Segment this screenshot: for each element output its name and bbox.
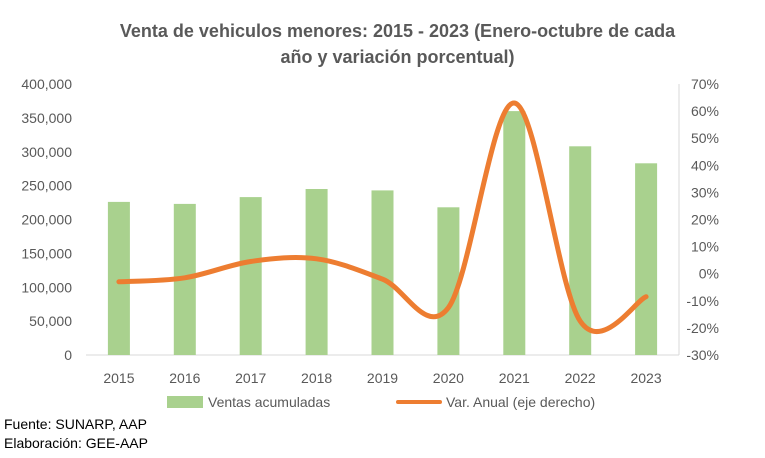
bar-2019 — [371, 190, 394, 355]
right-axis-tick: 70% — [691, 76, 719, 92]
bar-2023 — [635, 163, 658, 355]
legend-swatch-bars — [167, 396, 203, 408]
elaboration-note: Elaboración: GEE-AAP — [4, 435, 148, 451]
left-axis-tick: 50,000 — [29, 313, 72, 329]
left-axis-tick: 350,000 — [21, 110, 72, 126]
right-axis-tick: -30% — [686, 347, 719, 363]
bar-series — [107, 111, 658, 355]
x-axis-tick: 2019 — [367, 370, 398, 386]
legend-label-line: Var. Anual (eje derecho) — [446, 394, 595, 410]
bar-2020 — [437, 207, 460, 355]
bar-2017 — [239, 197, 262, 355]
left-axis-tick: 200,000 — [21, 212, 72, 228]
left-axis-tick: 400,000 — [21, 76, 72, 92]
right-axis-tick: 40% — [691, 157, 719, 173]
variation-line — [116, 100, 649, 334]
left-axis-tick: 250,000 — [21, 178, 72, 194]
x-axis-tick: 2020 — [433, 370, 464, 386]
chart-title: Venta de vehiculos menores: 2015 - 2023 … — [40, 18, 755, 70]
bar-2021 — [503, 111, 526, 355]
right-axis-tick: 60% — [691, 103, 719, 119]
bar-2018 — [305, 189, 328, 355]
right-axis-tick: 50% — [691, 130, 719, 146]
x-axis-tick: 2016 — [169, 370, 200, 386]
source-note: Fuente: SUNARP, AAP — [4, 416, 147, 432]
left-axis-tick: 150,000 — [21, 245, 72, 261]
right-axis-tick: 20% — [691, 212, 719, 228]
left-axis-tick: 300,000 — [21, 144, 72, 160]
x-axis-ticks: 2015 2016 2017 2018 2019 2020 2021 2022 2023 — [103, 370, 661, 386]
legend: Ventas acumuladas Var. Anual (eje derech… — [167, 394, 595, 410]
legend-label-bars: Ventas acumuladas — [208, 394, 330, 410]
x-axis-tick: 2015 — [103, 370, 134, 386]
right-axis-tick: -10% — [686, 293, 719, 309]
x-axis-tick: 2017 — [235, 370, 266, 386]
chart-title-line-2: año y variación porcentual) — [280, 47, 515, 67]
left-axis-tick: 100,000 — [21, 279, 72, 295]
right-axis-tick: -20% — [686, 320, 719, 336]
right-axis-ticks: -30% -20% -10% 0% 10% 20% 30% 40% 50% 60% 70% — [686, 76, 719, 363]
right-axis-tick: 0% — [699, 266, 719, 282]
bar-2015 — [107, 201, 130, 355]
x-axis-tick: 2023 — [630, 370, 661, 386]
x-axis-tick: 2021 — [499, 370, 530, 386]
right-axis-tick: 10% — [691, 239, 719, 255]
left-axis-tick: 0 — [64, 347, 72, 363]
x-axis-tick: 2022 — [565, 370, 596, 386]
chart-title-line-1: Venta de vehiculos menores: 2015 - 2023 … — [119, 21, 676, 41]
x-axis-tick: 2018 — [301, 370, 332, 386]
right-axis-tick: 30% — [691, 184, 719, 200]
left-axis-ticks: 0 50,000 100,000 150,000 200,000 250,000 300,0… — [21, 76, 72, 363]
